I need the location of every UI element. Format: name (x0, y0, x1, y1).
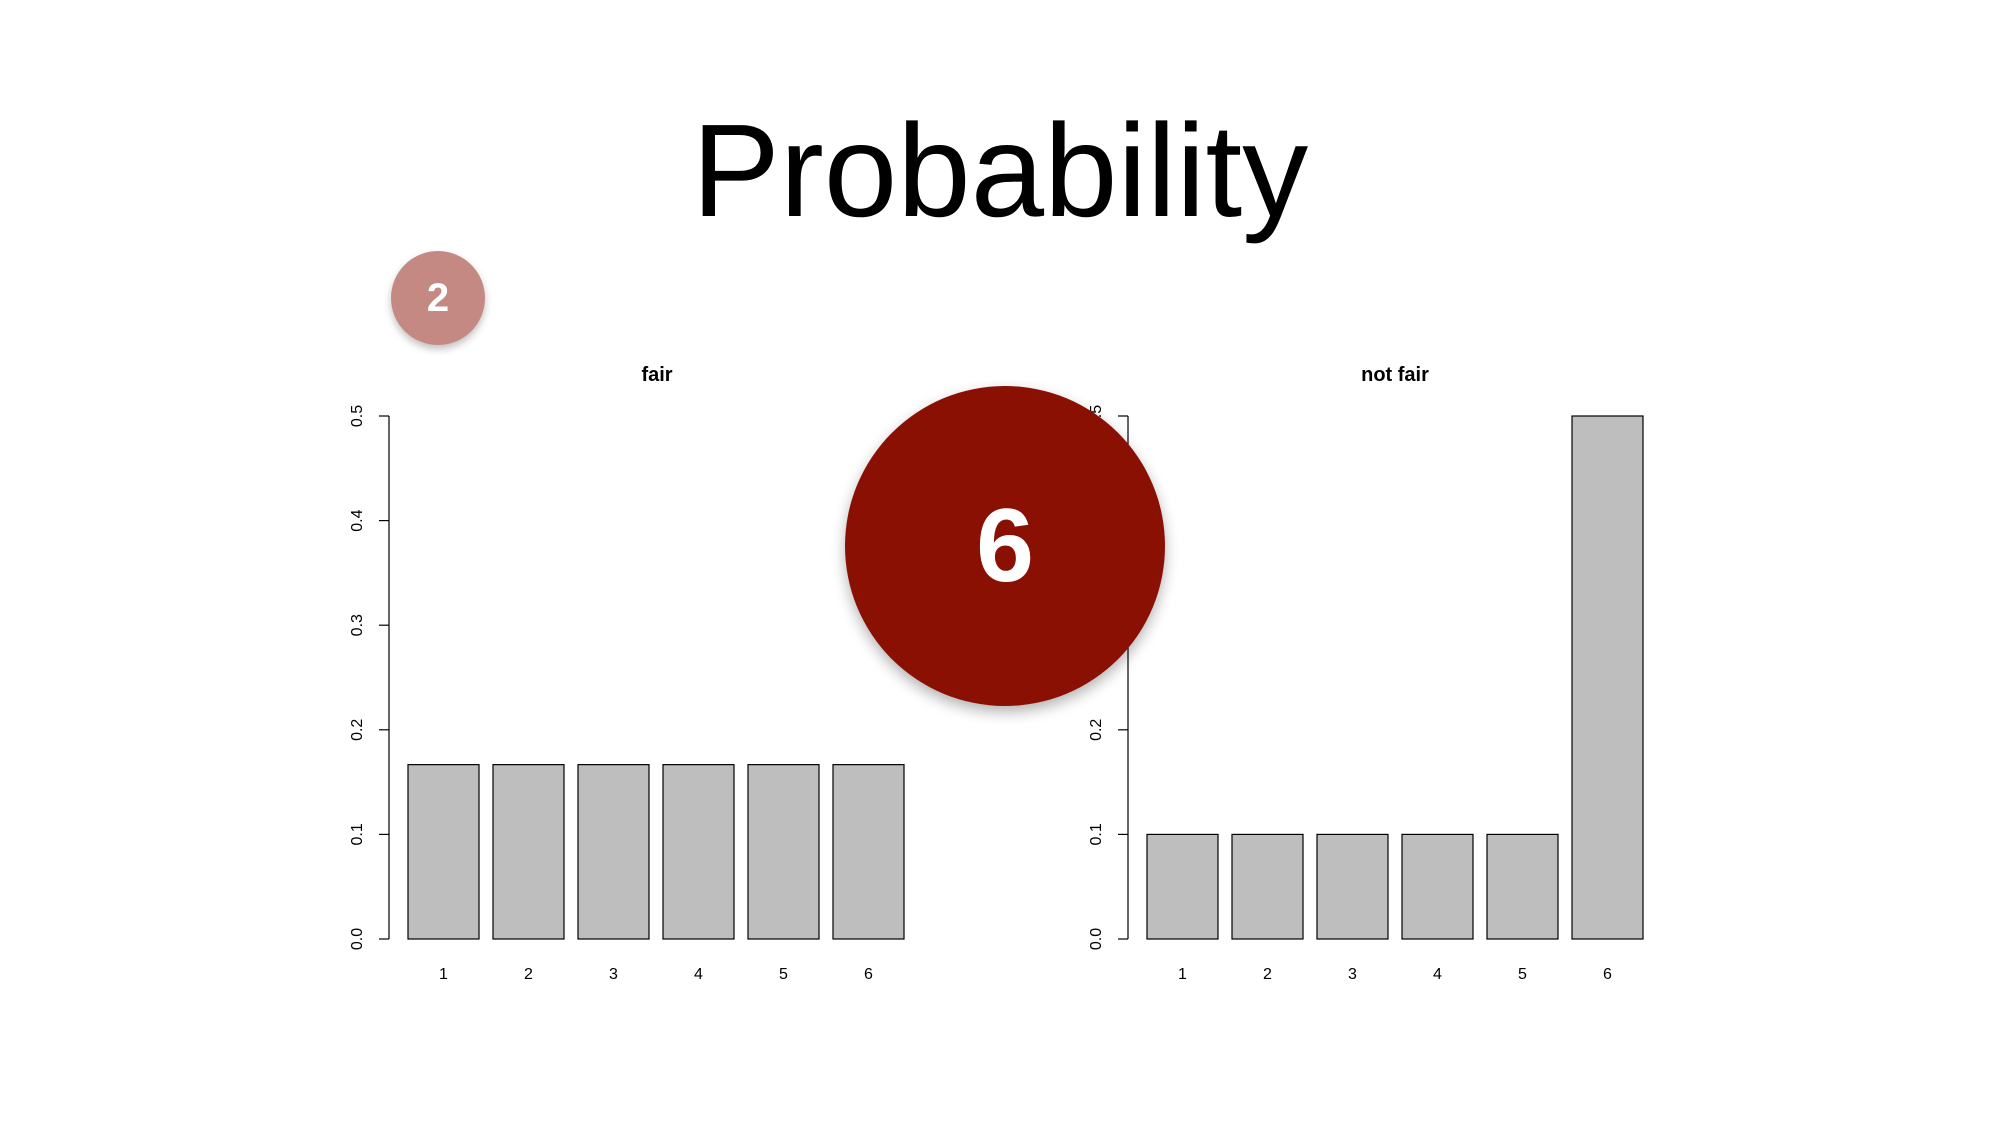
bar-6 (1571, 415, 1644, 940)
bar-4 (662, 764, 735, 940)
x-tick-label: 3 (1348, 966, 1357, 983)
bar-6 (832, 764, 905, 940)
bar-4 (1401, 833, 1474, 940)
x-tick-label: 4 (1433, 966, 1442, 983)
y-tick-label: 0.4 (349, 509, 366, 531)
bar-5 (747, 764, 820, 940)
y-tick-label: 0.1 (349, 823, 366, 845)
bar-1 (407, 764, 480, 940)
bar-2 (492, 764, 565, 940)
x-tick-label: 4 (694, 966, 703, 983)
x-tick-label: 6 (864, 966, 873, 983)
x-tick-label: 2 (1263, 966, 1272, 983)
bar-3 (1316, 833, 1389, 940)
bar-5 (1486, 833, 1559, 940)
y-tick-label: 0.1 (1088, 823, 1105, 845)
y-tick-label: 0.0 (349, 928, 366, 950)
x-tick-label: 5 (779, 966, 788, 983)
x-tick-label: 2 (524, 966, 533, 983)
large-badge: 6 (845, 386, 1165, 706)
bar-3 (577, 764, 650, 940)
y-tick-label: 0.2 (1088, 719, 1105, 741)
x-tick-label: 6 (1603, 966, 1612, 983)
bar-2 (1231, 833, 1304, 940)
y-tick-label: 0.5 (349, 405, 366, 427)
chart-title: not fair (1361, 364, 1429, 386)
page-title: Probability (691, 97, 1309, 244)
x-tick-label: 3 (609, 966, 618, 983)
large-badge-label: 6 (976, 487, 1034, 604)
x-tick-label: 5 (1518, 966, 1527, 983)
bar-1 (1146, 833, 1219, 940)
x-tick-label: 1 (1178, 966, 1187, 983)
chart-title: fair (641, 364, 672, 386)
y-tick-label: 0.2 (349, 719, 366, 741)
small-badge-label: 2 (426, 275, 450, 320)
y-tick-label: 0.3 (349, 614, 366, 636)
x-tick-label: 1 (439, 966, 448, 983)
small-badge: 2 (391, 251, 485, 345)
chart-fair: fair 1 2 3 4 5 6 0.0 0.1 0.2 0.3 0.4 0.5 (349, 364, 905, 983)
y-tick-label: 0.0 (1088, 928, 1105, 950)
